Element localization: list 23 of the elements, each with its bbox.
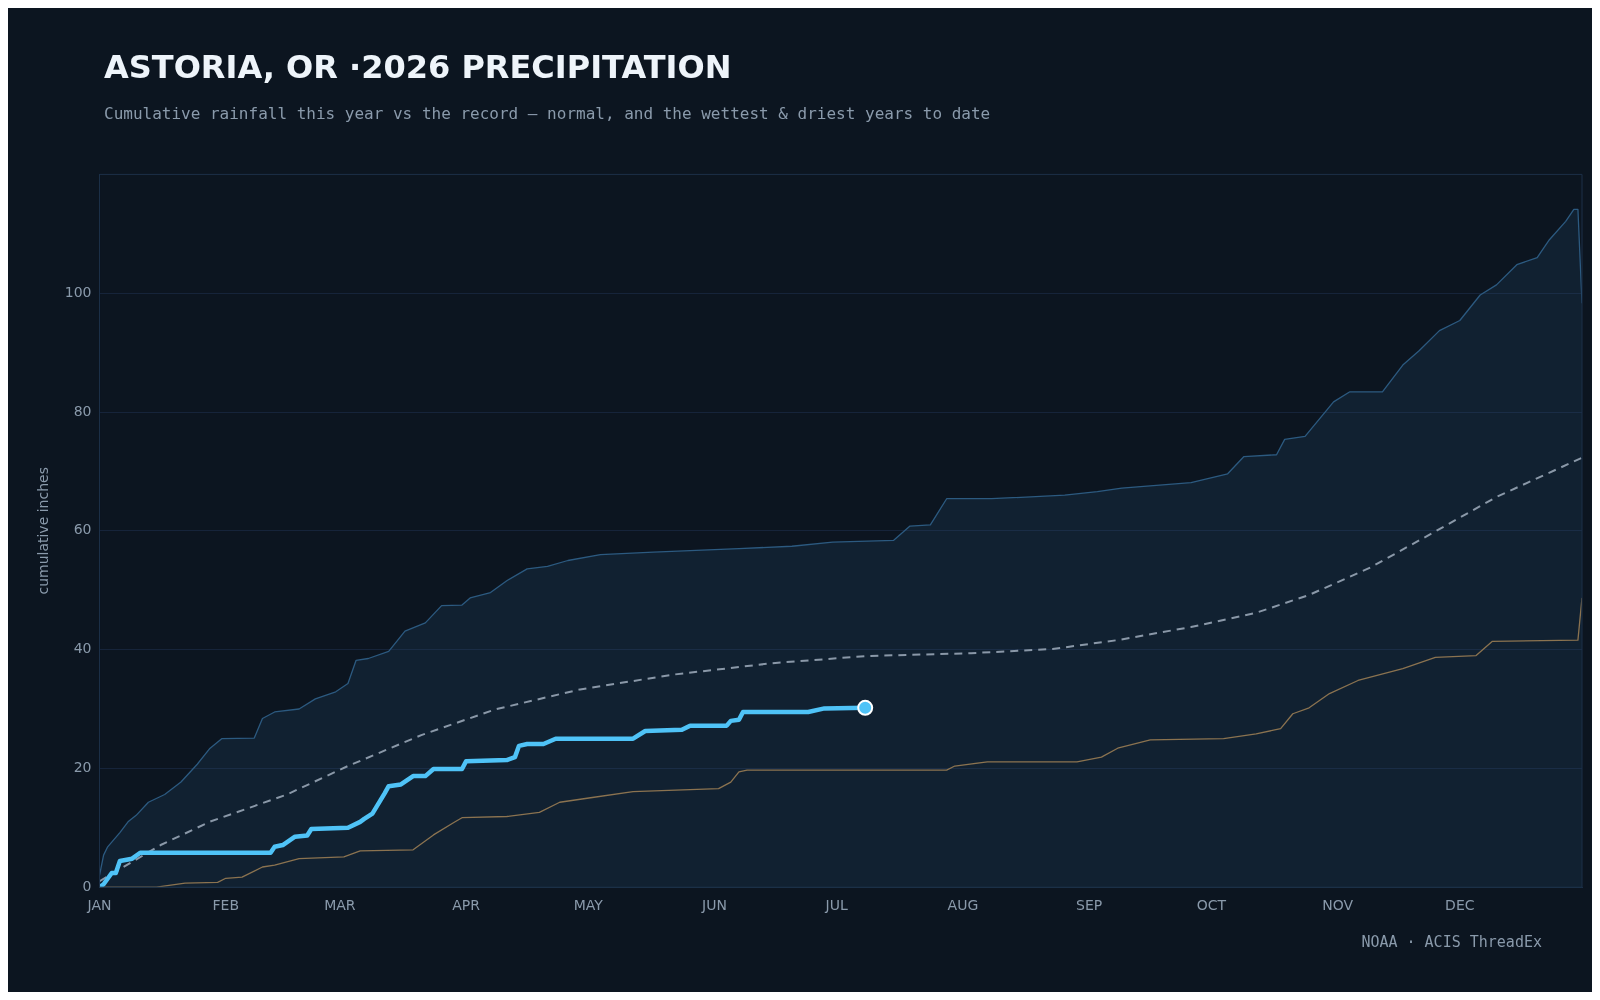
line-series [99, 456, 1582, 883]
x-tick-label: JUN [701, 897, 727, 914]
x-tick-label: APR [452, 897, 481, 914]
x-tick-label: FEB [212, 897, 240, 914]
y-tick-label: 100 [64, 283, 92, 300]
y-axis-title: cumulative inches [35, 467, 52, 595]
x-tick-label: JUL [824, 897, 848, 914]
chart-title: ASTORIA, OR ·2026 PRECIPITATION [104, 48, 732, 86]
y-tick-label: 60 [73, 521, 92, 538]
x-tick-label: JAN [86, 897, 112, 914]
x-tick-label: AUG [947, 897, 979, 914]
x-tick-label: DEC [1445, 897, 1475, 914]
chart-subtitle: Cumulative rainfall this year vs the record — normal, and the wettest & driest years to date [104, 104, 991, 123]
x-tick-label: MAY [573, 897, 604, 914]
y-tick-label: 80 [73, 402, 92, 419]
x-tick-label: NOV [1322, 897, 1354, 914]
y-tick-label: 40 [73, 640, 92, 657]
y-tick-label: 20 [73, 759, 92, 776]
x-tick-label: MAR [324, 897, 356, 914]
y-tick-label: 0 [82, 877, 92, 894]
text: NOAA · ACIS ThreadEx [1361, 933, 1542, 951]
x-tick-label: SEP [1076, 897, 1103, 914]
x-tick-label: OCT [1196, 897, 1227, 914]
